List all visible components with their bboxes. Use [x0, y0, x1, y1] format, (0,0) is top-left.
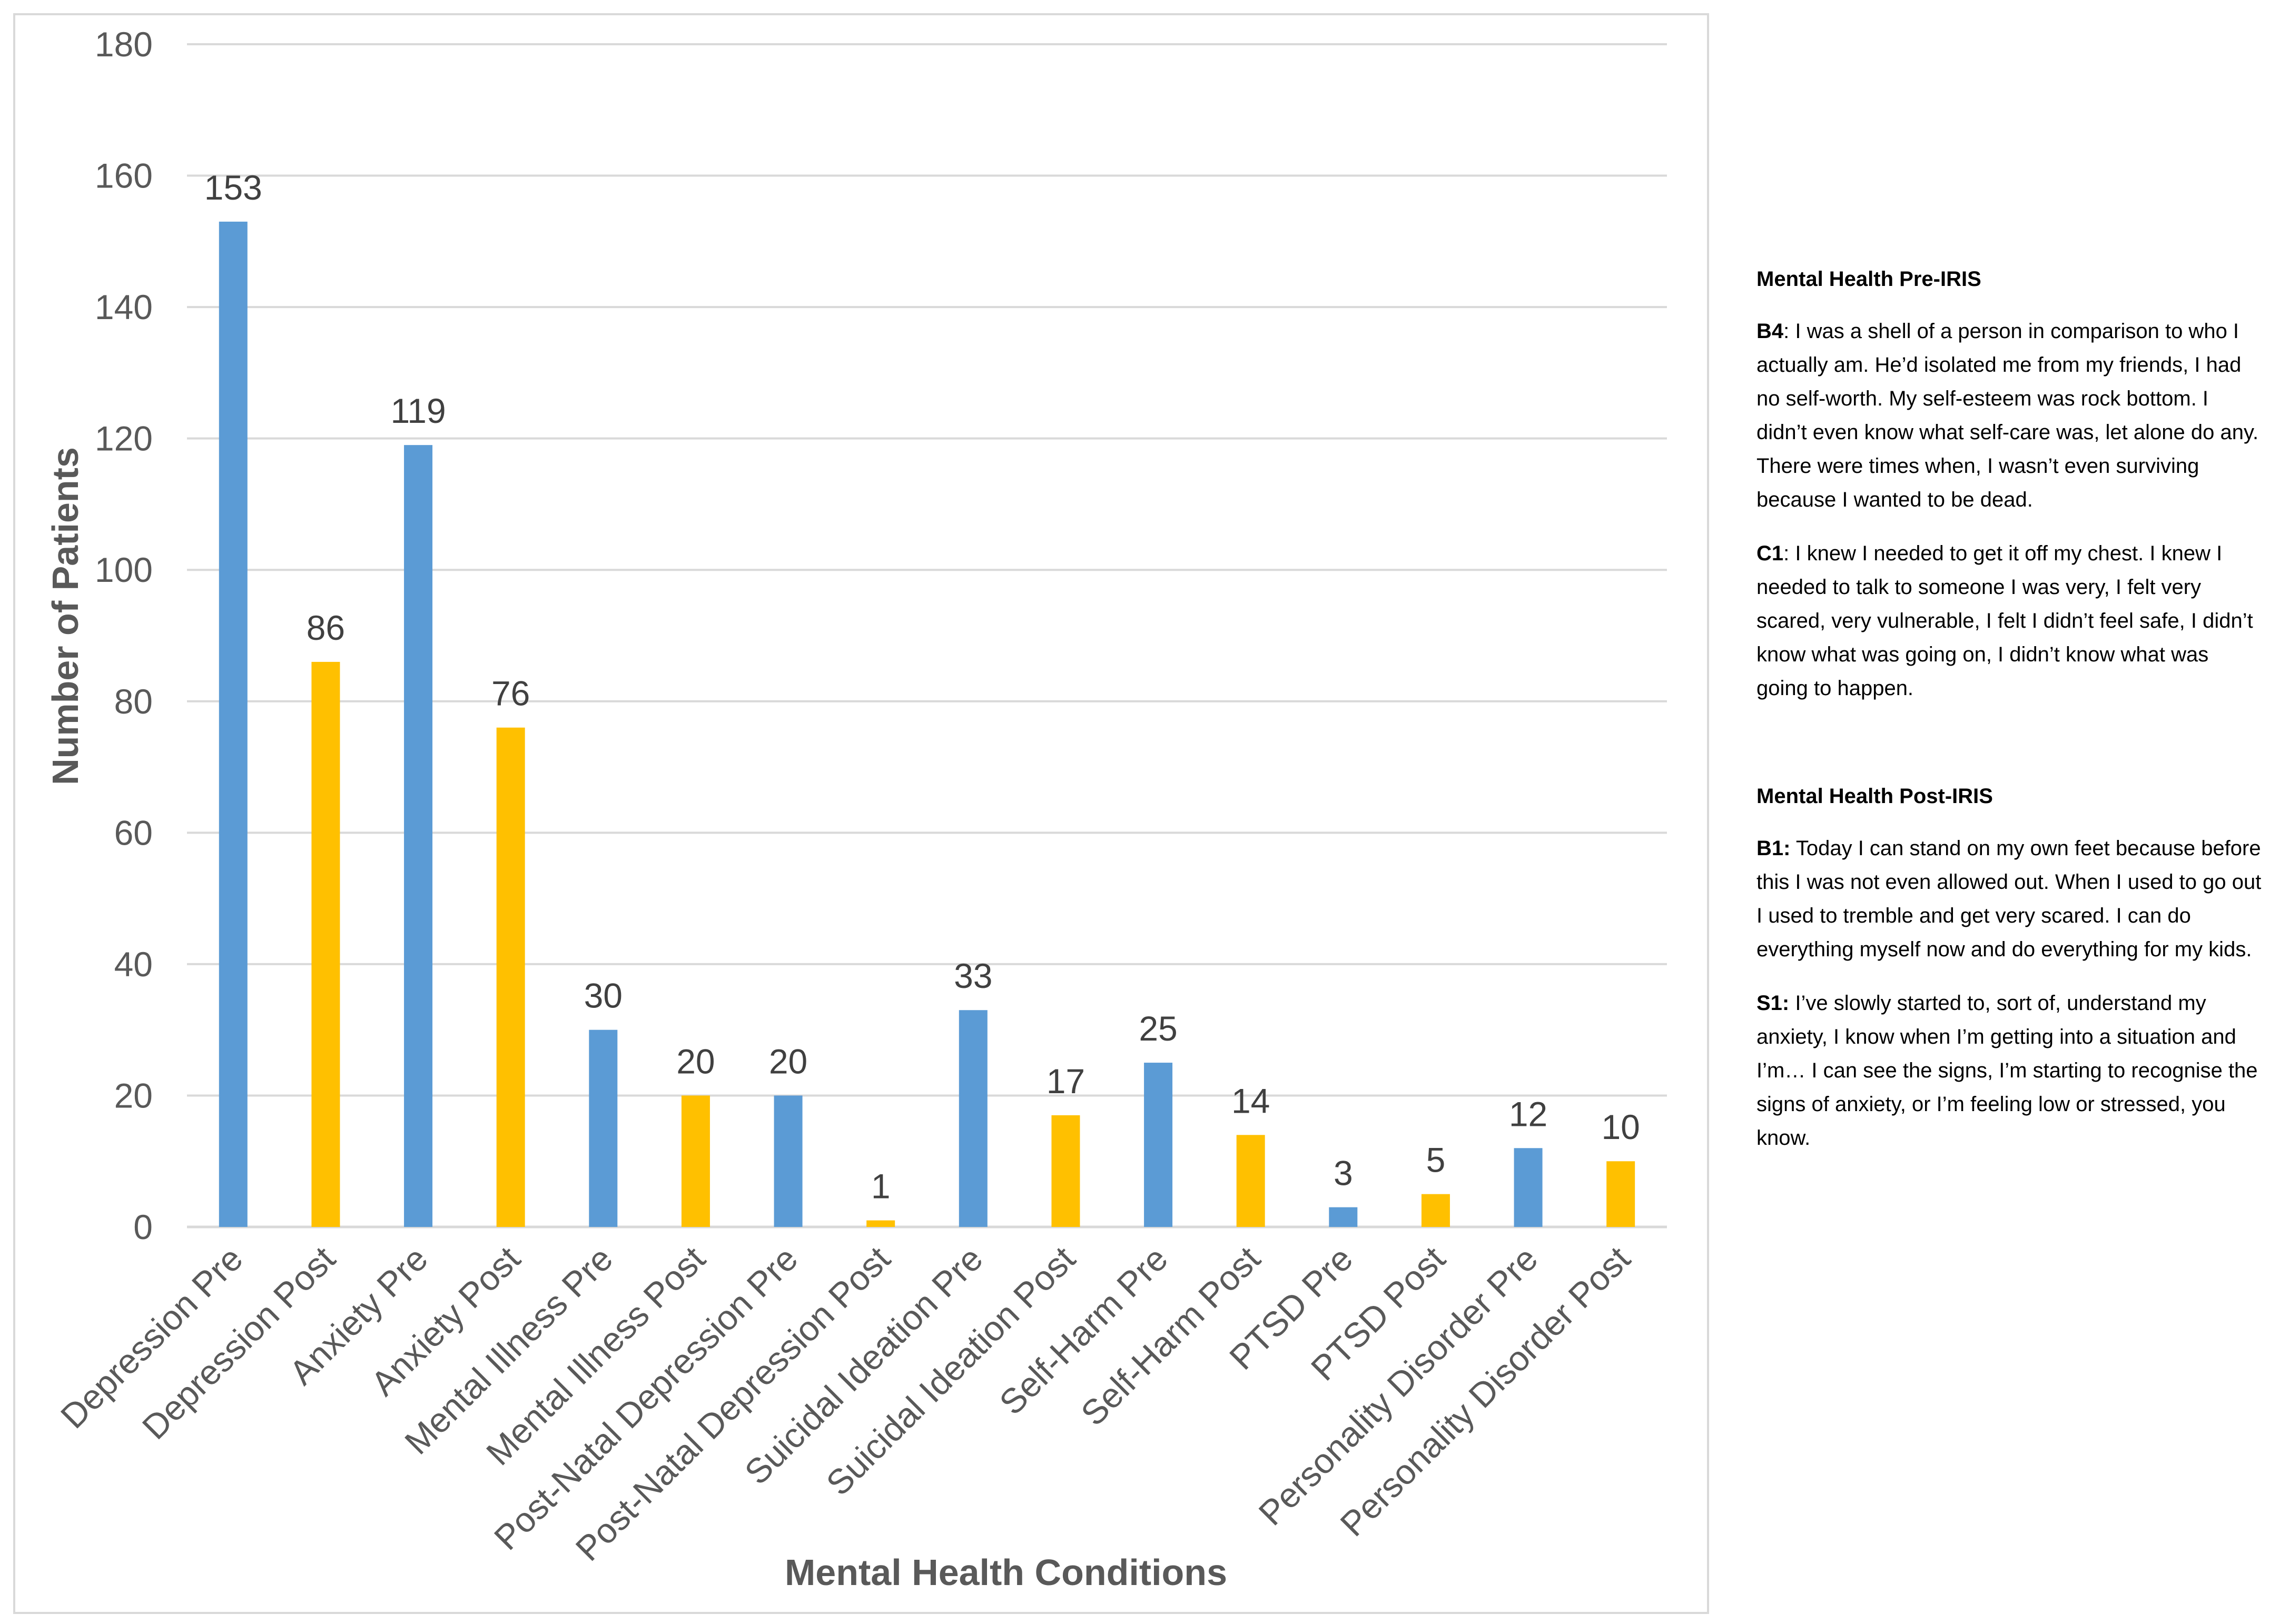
- data-label: 76: [491, 674, 530, 713]
- data-label: 86: [307, 608, 345, 647]
- post-iris-section: Mental Health Post-IRIS B1: Today I can …: [1756, 783, 2262, 1155]
- data-label: 12: [1509, 1094, 1547, 1133]
- chart-frame: [13, 13, 1709, 1614]
- bar: [774, 1095, 803, 1227]
- quote-c1: C1: I knew I needed to get it off my che…: [1756, 537, 2262, 705]
- quote-speaker: B4: [1756, 320, 1784, 343]
- data-label: 17: [1047, 1062, 1085, 1101]
- data-label: 33: [954, 956, 992, 995]
- quote-text: I knew I needed to get it off my chest. …: [1756, 542, 2253, 700]
- data-label: 10: [1601, 1107, 1640, 1146]
- bar: [1606, 1161, 1635, 1227]
- bar: [496, 727, 525, 1227]
- bar: [866, 1220, 895, 1227]
- quote-speaker: B1:: [1756, 837, 1791, 860]
- y-tick-label: 120: [95, 419, 153, 458]
- data-label: 153: [204, 168, 262, 207]
- data-labels: 153 86 119 76 30 20 20 1 33 17 25 14 3 5 12 10: [204, 168, 1640, 1206]
- quote-b1: B1: Today I can stand on my own feet bec…: [1756, 831, 2262, 966]
- quotes-panel: Mental Health Pre-IRIS B4: I was a shell…: [1756, 266, 2262, 1175]
- y-tick-label: 140: [95, 288, 153, 326]
- bar: [1144, 1063, 1173, 1227]
- y-tick-label: 60: [114, 813, 153, 852]
- quote-speaker: C1: [1756, 542, 1784, 565]
- pre-iris-section: Mental Health Pre-IRIS B4: I was a shell…: [1756, 266, 2262, 705]
- post-iris-heading: Mental Health Post-IRIS: [1756, 785, 1993, 808]
- quote-separator: :: [1783, 320, 1790, 343]
- bar: [959, 1010, 988, 1227]
- y-tick-label: 40: [114, 945, 153, 984]
- x-axis-title: Mental Health Conditions: [785, 1552, 1227, 1593]
- y-tick-label: 0: [133, 1207, 153, 1246]
- x-tick-label: Self-Harm Pre: [992, 1239, 1175, 1422]
- pre-iris-heading: Mental Health Pre-IRIS: [1756, 268, 1981, 291]
- bars: [219, 221, 1635, 1227]
- data-label: 25: [1139, 1009, 1177, 1048]
- y-tick-label: 80: [114, 682, 153, 721]
- y-tick-label: 180: [95, 25, 153, 64]
- data-label: 5: [1426, 1141, 1446, 1180]
- y-tick-label: 20: [114, 1076, 153, 1115]
- bar: [311, 661, 340, 1227]
- bar: [1514, 1148, 1543, 1227]
- data-label: 119: [390, 391, 446, 430]
- bar: [404, 445, 433, 1227]
- bar: [1236, 1135, 1265, 1227]
- quote-separator: :: [1783, 542, 1790, 565]
- quote-text: I was a shell of a person in comparison …: [1756, 320, 2259, 511]
- gridlines: [187, 43, 1667, 1229]
- quote-text: I’ve slowly started to, sort of, underst…: [1756, 992, 2258, 1150]
- quote-speaker: S1:: [1756, 992, 1790, 1015]
- bar: [1329, 1207, 1358, 1227]
- data-label: 20: [769, 1042, 807, 1081]
- data-label: 20: [676, 1042, 715, 1081]
- data-label: 30: [584, 976, 623, 1015]
- bar: [1421, 1194, 1450, 1227]
- data-label: 3: [1334, 1154, 1353, 1193]
- bar: [589, 1029, 618, 1227]
- quote-text: Today I can stand on my own feet because…: [1756, 837, 2262, 961]
- bar-chart: 153 86 119 76 30 20 20 1 33 17 25 14 3 5 12 10 0 20 40 60 8…: [45, 25, 1667, 1593]
- quote-s1: S1: I’ve slowly started to, sort of, und…: [1756, 986, 2262, 1155]
- bar: [219, 221, 248, 1227]
- y-tick-label: 160: [95, 156, 153, 195]
- bar: [1051, 1115, 1080, 1227]
- quote-b4: B4: I was a shell of a person in compari…: [1756, 314, 2262, 517]
- y-axis-ticks: 0 20 40 60 80 100 120 140 160 180: [95, 25, 153, 1246]
- data-label: 1: [871, 1167, 891, 1206]
- y-tick-label: 100: [95, 550, 153, 589]
- y-axis-title: Number of Patients: [45, 447, 86, 785]
- bar: [681, 1095, 710, 1227]
- data-label: 14: [1231, 1081, 1270, 1120]
